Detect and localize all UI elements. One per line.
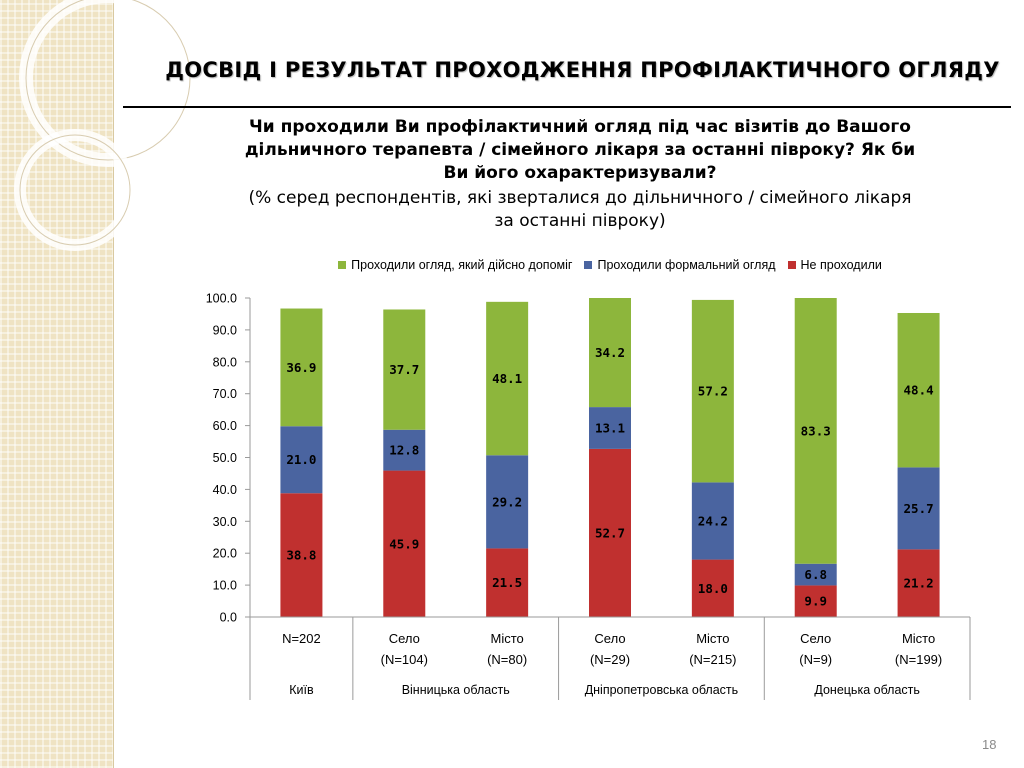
bar-segment — [794, 585, 837, 617]
data-label: 52.7 — [595, 525, 625, 540]
y-tick-label: 0.0 — [220, 611, 237, 625]
category-sample-size: (N=199) — [895, 652, 942, 667]
y-tick-label: 60.0 — [213, 419, 237, 433]
legend-item-formal: Проходили формальний огляд — [584, 258, 776, 272]
survey-question-line-2: дільничного терапевта / сімейного лікаря… — [244, 140, 916, 160]
bar-segment — [794, 298, 837, 564]
bar-segment — [589, 448, 631, 617]
group-label: Вінницька область — [402, 683, 510, 697]
y-tick-label: 40.0 — [213, 483, 237, 497]
data-label: 12.8 — [389, 443, 419, 458]
data-label: 6.8 — [804, 567, 827, 582]
data-label: 21.0 — [286, 452, 316, 467]
bar-segment — [794, 563, 837, 586]
category-label: N=202 — [282, 631, 321, 646]
bar-segment — [280, 493, 323, 617]
bar-segment — [589, 298, 631, 408]
category-label: Село — [389, 631, 420, 646]
legend-label-helped: Проходили огляд, який дійсно допоміг — [351, 258, 573, 272]
group-label: Київ — [289, 683, 314, 697]
data-label: 34.2 — [595, 345, 625, 360]
bar-segment — [691, 482, 734, 560]
y-tick-label: 80.0 — [213, 355, 237, 369]
bar-segment — [691, 299, 734, 483]
survey-subtitle: (% серед респондентів, які зверталися до… — [200, 187, 960, 233]
data-label: 57.2 — [698, 384, 728, 399]
bar-segment — [383, 470, 426, 617]
category-sample-size: (N=29) — [590, 652, 630, 667]
data-label: 21.2 — [904, 576, 934, 591]
legend-item-none: Не проходили — [787, 258, 882, 272]
decorative-circle-lower-edge — [19, 134, 131, 246]
category-label: Місто — [696, 631, 729, 646]
bar-segment — [589, 407, 631, 449]
y-tick-label: 70.0 — [213, 387, 237, 401]
data-label: 25.7 — [904, 501, 934, 516]
legend-swatch-blue — [584, 261, 593, 269]
category-label: Місто — [491, 631, 524, 646]
data-label: 48.1 — [492, 371, 522, 386]
category-sample-size: (N=104) — [381, 652, 428, 667]
data-label: 38.8 — [286, 548, 316, 563]
data-label: 24.2 — [698, 513, 728, 528]
data-label: 9.9 — [804, 594, 827, 609]
bar-segment — [383, 429, 426, 471]
bar-segment — [486, 301, 529, 456]
decorative-circle-upper-edge — [25, 0, 191, 161]
bar-segment — [486, 455, 529, 549]
legend-swatch-red — [787, 261, 796, 269]
group-label: Дніпропетровська область — [585, 683, 738, 697]
bar-segment — [897, 312, 940, 468]
category-sample-size: (N=80) — [487, 652, 527, 667]
data-label: 36.9 — [286, 360, 316, 375]
bar-segment — [383, 309, 426, 430]
group-label: Донецька область — [814, 683, 920, 697]
bar-segment — [897, 549, 940, 617]
data-label: 13.1 — [595, 420, 625, 435]
y-tick-label: 50.0 — [213, 451, 237, 465]
bar-segment — [897, 467, 940, 550]
category-label: Село — [800, 631, 831, 646]
survey-subtitle-line-1: (% серед респондентів, які зверталися до… — [248, 188, 912, 208]
decorative-side-band — [0, 0, 114, 768]
category-sample-size: (N=215) — [689, 652, 736, 667]
page-number: 18 — [982, 737, 997, 752]
data-label: 29.2 — [492, 494, 522, 509]
bar-segment — [691, 559, 734, 617]
title-divider — [123, 106, 1011, 108]
data-label: 37.7 — [389, 362, 419, 377]
y-tick-label: 90.0 — [213, 323, 237, 337]
data-label: 83.3 — [801, 423, 831, 438]
legend-label-none: Не проходили — [800, 258, 882, 272]
category-label: Місто — [902, 631, 935, 646]
chart-legend: Проходили огляд, який дійсно допоміг Про… — [250, 258, 970, 272]
data-label: 45.9 — [389, 536, 419, 551]
category-sample-size: (N=9) — [799, 652, 832, 667]
survey-question: Чи проходили Ви профілактичний огляд під… — [200, 116, 960, 185]
bar-segment — [280, 426, 323, 494]
bar-segment — [280, 308, 323, 427]
y-tick-label: 30.0 — [213, 515, 237, 529]
legend-item-helped: Проходили огляд, який дійсно допоміг — [338, 258, 572, 272]
slide-title: ДОСВІД І РЕЗУЛЬТАТ ПРОХОДЖЕННЯ ПРОФІЛАКТ… — [165, 58, 1000, 82]
data-label: 18.0 — [698, 581, 728, 596]
bar-segment — [486, 548, 529, 617]
decorative-circles — [14, 0, 197, 251]
y-tick-label: 10.0 — [213, 579, 237, 593]
legend-label-formal: Проходили формальний огляд — [597, 258, 776, 272]
y-tick-label: 100.0 — [206, 292, 237, 306]
y-tick-label: 20.0 — [213, 547, 237, 561]
data-label: 21.5 — [492, 575, 522, 590]
survey-question-line-3: Ви його охарактеризували? — [443, 163, 717, 183]
survey-question-line-1: Чи проходили Ви профілактичний огляд під… — [249, 117, 911, 137]
data-label: 48.4 — [904, 383, 934, 398]
category-label: Село — [594, 631, 625, 646]
survey-subtitle-line-2: за останні півроку) — [494, 211, 666, 231]
legend-swatch-green — [338, 261, 347, 269]
